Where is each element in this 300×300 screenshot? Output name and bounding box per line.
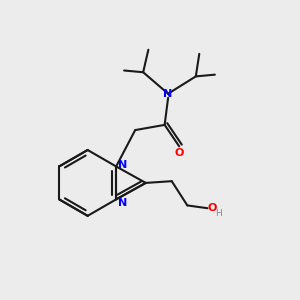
Text: H: H	[215, 209, 222, 218]
Text: N: N	[164, 89, 173, 99]
Text: O: O	[207, 202, 217, 212]
Text: O: O	[175, 148, 184, 158]
Text: N: N	[118, 198, 127, 208]
Text: N: N	[118, 160, 127, 170]
